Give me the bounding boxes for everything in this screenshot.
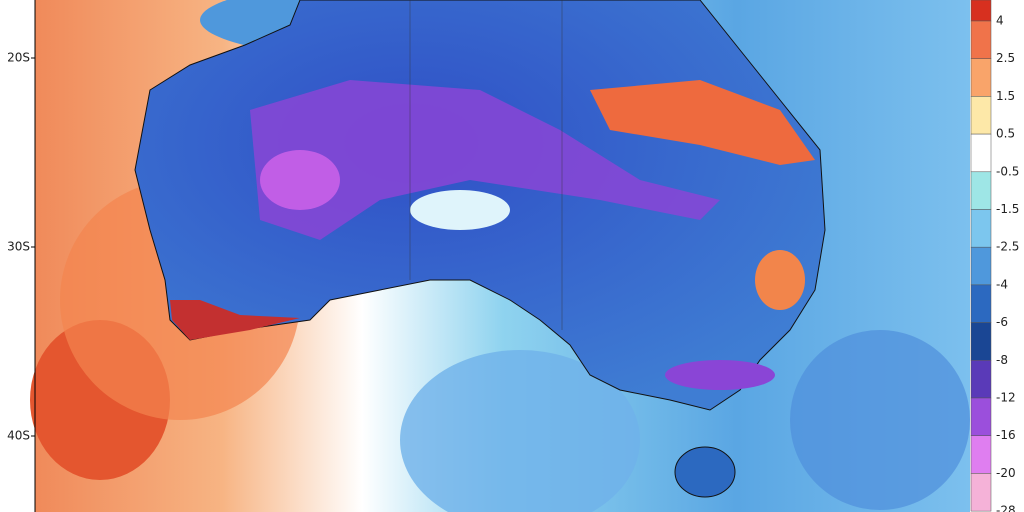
- cold-core: [260, 150, 340, 210]
- map-area: [30, 0, 970, 512]
- latitude-axis: 20S 30S 40S: [7, 51, 35, 443]
- colorbar-label: 0.5: [996, 127, 1015, 141]
- colorbar-swatch: [970, 397, 992, 436]
- colorbar-label: -20: [996, 466, 1016, 480]
- latitude-label: 40S: [7, 429, 30, 443]
- colorbar-swatch: [970, 473, 992, 512]
- mild-patch: [410, 190, 510, 230]
- colorbar-label: -6: [996, 315, 1008, 329]
- cool-anomaly: [790, 330, 970, 510]
- latitude-label: 30S: [7, 240, 30, 254]
- warm-patch: [170, 300, 300, 340]
- colorbar-label: -2.5: [996, 240, 1019, 254]
- latitude-label: 20S: [7, 51, 30, 65]
- colorbar-label: -0.5: [996, 164, 1019, 178]
- colorbar-swatch: [970, 171, 992, 210]
- colorbar-label: 2.5: [996, 51, 1015, 65]
- tasmania: [674, 446, 736, 498]
- colorbar: 4 2.5 1.5 0.5 -0.5 -1.5 -2.5 -4 -6 -8 -12 -16 -20 -28: [970, 0, 1019, 512]
- colorbar-swatch: [970, 284, 992, 323]
- warm-patch: [755, 250, 805, 310]
- colorbar-swatch: [970, 435, 992, 474]
- cool-anomaly: [400, 350, 640, 512]
- colorbar-label: 1.5: [996, 89, 1015, 103]
- colorbar-label: 4: [996, 14, 1004, 28]
- colorbar-label: -8: [996, 353, 1008, 367]
- warm-patch: [590, 80, 815, 165]
- colorbar-label: -1.5: [996, 202, 1019, 216]
- colorbar-swatch: [970, 133, 992, 173]
- colorbar-label: -12: [996, 391, 1016, 405]
- colorbar-swatch: [970, 96, 992, 135]
- colorbar-swatch: [970, 209, 992, 248]
- colorbar-swatch: [970, 322, 992, 361]
- colorbar-label: -28: [996, 504, 1016, 512]
- colorbar-swatch: [970, 0, 992, 22]
- cold-core: [250, 80, 720, 240]
- colorbar-label: -4: [996, 277, 1008, 291]
- colorbar-swatch: [970, 58, 992, 97]
- colorbar-swatch: [970, 20, 992, 59]
- colorbar-label: -16: [996, 428, 1016, 442]
- cold-core: [665, 360, 775, 390]
- colorbar-swatch: [970, 246, 992, 286]
- colorbar-swatch: [970, 360, 992, 399]
